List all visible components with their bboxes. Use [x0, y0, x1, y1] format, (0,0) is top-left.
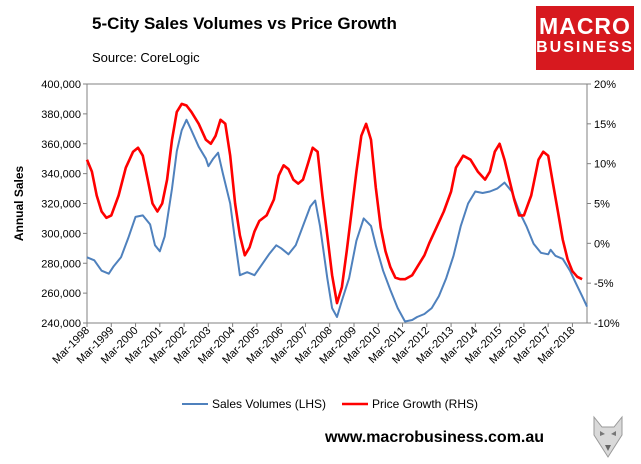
right-axis-tick-label: -5%: [594, 278, 614, 290]
sales-volumes-line: [86, 118, 588, 323]
right-axis-tick-label: -10%: [594, 318, 620, 330]
left-axis-tick-label: 320,000: [41, 199, 81, 211]
wolf-logo-icon: [593, 415, 623, 458]
price-growth-line: [85, 102, 583, 305]
legend-label: Price Growth (RHS): [372, 397, 478, 411]
right-axis-tick-label: 10%: [594, 159, 616, 171]
legend-label: Sales Volumes (LHS): [212, 397, 326, 411]
left-axis-tick-label: 360,000: [41, 139, 81, 151]
left-axis-tick-label: 280,000: [41, 258, 81, 270]
logo-line-2: BUSINESS: [536, 39, 634, 56]
left-axis-tick-label: 380,000: [41, 109, 81, 121]
right-axis-tick-label: 0%: [594, 238, 610, 250]
sales-vs-price-chart: 400,000 380,000 360,000 340,000 320,000 300,0…: [12, 79, 620, 411]
chart-title: 5-City Sales Volumes vs Price Growth: [92, 14, 397, 33]
left-axis-tick-label: 260,000: [41, 288, 81, 300]
macrobusiness-logo: MACRO BUSINESS: [536, 6, 634, 70]
left-axis-tick-label: 400,000: [41, 79, 81, 91]
chart-source: Source: CoreLogic: [92, 50, 200, 65]
right-axis-tick-label: 20%: [594, 79, 616, 91]
left-axis-tick-label: 240,000: [41, 318, 81, 330]
right-axis-tick-label: 5%: [594, 199, 610, 211]
y-axis-label: Annual Sales: [12, 165, 26, 241]
logo-line-1: MACRO: [539, 13, 631, 39]
left-axis-tick-label: 340,000: [41, 169, 81, 181]
right-axis-tick-label: 15%: [594, 119, 616, 131]
footer-url: www.macrobusiness.com.au: [325, 429, 545, 446]
left-axis-tick-label: 300,000: [41, 228, 81, 240]
